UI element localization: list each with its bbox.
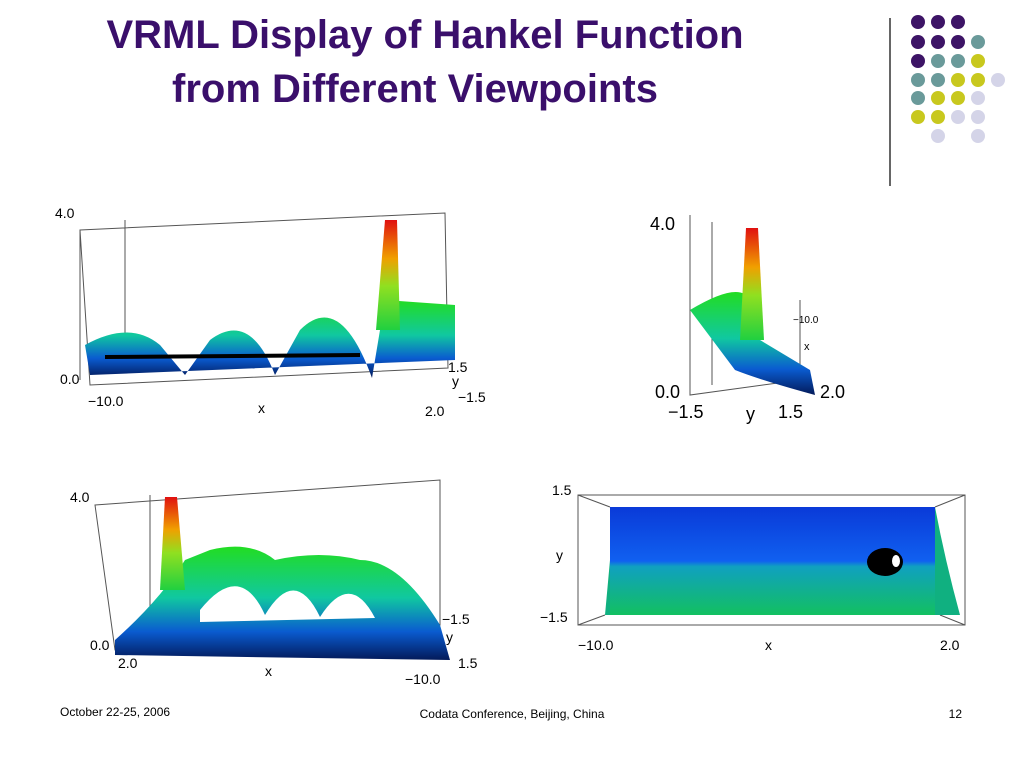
dot <box>951 110 965 124</box>
dot <box>951 73 965 87</box>
decoration <box>911 15 1005 143</box>
dot <box>971 35 985 49</box>
view-bottom-left: 4.0 0.0 2.0 x −10.0 −1.5 y 1.5 <box>70 479 478 687</box>
axis-label: 0.0 <box>60 371 80 387</box>
axis-label: x <box>265 663 272 679</box>
axis-label: 1.5 <box>552 482 572 498</box>
axis-label: 4.0 <box>650 214 675 234</box>
axis-label: −10.0 <box>88 393 124 409</box>
dot <box>931 54 945 68</box>
dot <box>971 54 985 68</box>
surface <box>85 300 455 378</box>
axis-label: 0.0 <box>655 382 680 402</box>
axis-label: −1.5 <box>540 609 568 625</box>
dot <box>911 54 925 68</box>
dot <box>931 129 945 143</box>
surface-peak <box>376 220 400 330</box>
axis-label: x <box>258 400 265 416</box>
footer-event: Codata Conference, Beijing, China <box>420 707 605 721</box>
dot <box>911 73 925 87</box>
dot <box>911 110 925 124</box>
dot <box>991 73 1005 87</box>
view-top-left: 4.0 0.0 −10.0 x 2.0 1.5 y −1.5 <box>55 205 486 419</box>
axis-label: −10.0 <box>405 671 441 687</box>
dot <box>951 35 965 49</box>
axis-label: 1.5 <box>458 655 478 671</box>
title: VRML Display of Hankel Function from Dif… <box>106 13 743 111</box>
axis-label: 4.0 <box>55 205 75 221</box>
frame <box>79 212 449 386</box>
axis-label: 2.0 <box>425 403 445 419</box>
axis-label: −1.5 <box>668 402 704 422</box>
axis-label: 2.0 <box>820 382 845 402</box>
title-line: VRML Display of Hankel Function <box>106 13 743 57</box>
view-bottom-right: 1.5 y −1.5 −10.0 x 2.0 <box>540 482 966 653</box>
axis-label: x <box>765 637 772 653</box>
axis-label: 1.5 <box>448 359 468 375</box>
axis-label: −1.5 <box>458 389 486 405</box>
page-number: 12 <box>949 707 963 721</box>
axis-label: −1.5 <box>442 611 470 627</box>
axis-label: 4.0 <box>70 489 90 505</box>
footer: October 22-25, 2006 Codata Conference, B… <box>60 705 962 721</box>
surface-gap <box>200 586 375 622</box>
dot <box>951 15 965 29</box>
axis-label: 2.0 <box>118 655 138 671</box>
dot <box>931 35 945 49</box>
axis-label: 2.0 <box>940 637 960 653</box>
singularity-core <box>892 555 900 567</box>
surface-edge <box>104 353 361 359</box>
footer-date: October 22-25, 2006 <box>60 705 170 719</box>
axis-label: x <box>804 341 810 353</box>
singularity <box>867 548 903 576</box>
frame <box>577 494 966 626</box>
surface-peak <box>160 497 185 590</box>
dot <box>931 91 945 105</box>
axis-label: 1.5 <box>778 402 803 422</box>
axis-label: −10.0 <box>793 315 819 326</box>
dot <box>911 35 925 49</box>
surface-peak <box>740 228 764 340</box>
axis-label: y <box>452 373 459 389</box>
dot <box>931 15 945 29</box>
dot <box>931 110 945 124</box>
dot <box>931 73 945 87</box>
dot <box>971 91 985 105</box>
dot <box>971 129 985 143</box>
dot <box>951 91 965 105</box>
axis-label: y <box>556 547 563 563</box>
view-top-right: 4.0 0.0 −10.0 x 2.0 −1.5 y 1.5 <box>650 214 845 424</box>
dot <box>911 91 925 105</box>
surface <box>690 292 815 395</box>
dot <box>951 54 965 68</box>
axis-label: 0.0 <box>90 637 110 653</box>
dot <box>971 73 985 87</box>
axis-label: y <box>746 404 755 424</box>
dot <box>971 110 985 124</box>
dot <box>911 15 925 29</box>
axis-label: y <box>446 629 453 645</box>
title-line: from Different Viewpoints <box>172 67 658 111</box>
axis-label: −10.0 <box>578 637 614 653</box>
